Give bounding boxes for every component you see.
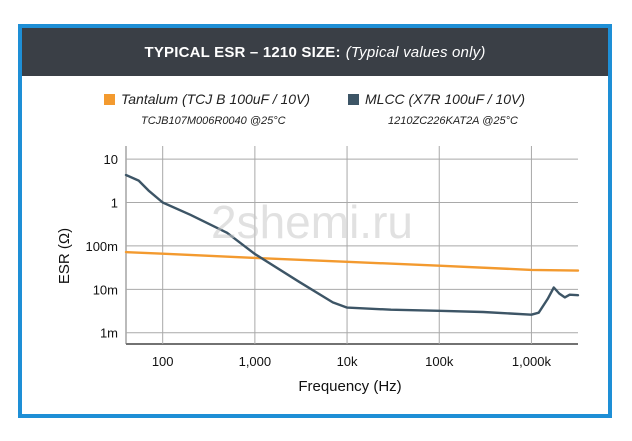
series-line-tantalum <box>124 250 580 272</box>
y-tick-label: 10m <box>93 282 118 297</box>
legend-swatch-mlcc <box>348 94 359 105</box>
axis-ticks: 100 1,000 10k 100k 1,000k 10 1 100m 10m 1m <box>85 152 551 369</box>
x-tick-label: 10k <box>337 354 358 369</box>
chart-subtitle: (Typical values only) <box>345 43 486 61</box>
x-tick-label: 1,000k <box>512 354 552 369</box>
legend-label-tantalum: Tantalum (TCJ B 100uF / 10V) <box>121 91 310 107</box>
esr-chart: Tantalum (TCJ B 100uF / 10V) TCJB107M006… <box>56 91 580 395</box>
y-tick-label: 10 <box>104 152 118 167</box>
x-axis-label: Frequency (Hz) <box>298 378 401 395</box>
chart-header: TYPICAL ESR – 1210 SIZE: (Typical values… <box>22 28 608 76</box>
y-tick-label: 1 <box>111 195 118 210</box>
legend-label-mlcc: MLCC (X7R 100uF / 10V) <box>365 91 525 107</box>
watermark-text: 2shemi.ru <box>211 196 413 248</box>
x-tick-label: 100k <box>425 354 454 369</box>
plot-series <box>124 173 580 316</box>
chart-title: TYPICAL ESR – 1210 SIZE: <box>144 43 341 61</box>
legend-sublabel-tantalum: TCJB107M006R0040 @25°C <box>141 115 286 127</box>
legend-sublabel-mlcc: 1210ZC226KAT2A @25°C <box>388 115 518 127</box>
chart-frame: TYPICAL ESR – 1210 SIZE: (Typical values… <box>18 24 612 418</box>
legend-swatch-tantalum <box>104 94 115 105</box>
series-line-mlcc <box>124 173 580 316</box>
y-axis-label: ESR (Ω) <box>56 228 73 284</box>
y-tick-label: 1m <box>100 326 118 341</box>
legend: Tantalum (TCJ B 100uF / 10V) TCJB107M006… <box>104 91 525 127</box>
y-tick-label: 100m <box>85 239 118 254</box>
x-tick-label: 1,000 <box>239 354 272 369</box>
plot-grid <box>125 146 578 345</box>
x-tick-label: 100 <box>152 354 174 369</box>
